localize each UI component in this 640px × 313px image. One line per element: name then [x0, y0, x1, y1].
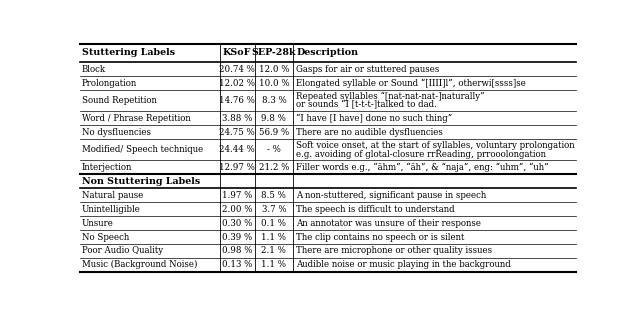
Text: The clip contains no speech or is silent: The clip contains no speech or is silent	[296, 233, 465, 242]
Text: SEP-28k: SEP-28k	[252, 49, 296, 57]
Text: 0.13 %: 0.13 %	[222, 260, 252, 269]
Text: Unintelligible: Unintelligible	[82, 205, 141, 214]
Text: Description: Description	[296, 49, 358, 57]
Text: 24.44 %: 24.44 %	[220, 145, 255, 154]
Text: Block: Block	[82, 64, 106, 74]
Text: Non Stuttering Labels: Non Stuttering Labels	[82, 177, 200, 186]
Text: No Speech: No Speech	[82, 233, 129, 242]
Text: 10.0 %: 10.0 %	[259, 79, 289, 88]
Text: 12.02 %: 12.02 %	[220, 79, 255, 88]
Text: Unsure: Unsure	[82, 218, 114, 228]
Text: Modified/ Speech technique: Modified/ Speech technique	[82, 145, 204, 154]
Text: 8.3 %: 8.3 %	[262, 96, 286, 105]
Text: 0.30 %: 0.30 %	[222, 218, 252, 228]
Text: There are microphone or other quality issues: There are microphone or other quality is…	[296, 246, 492, 255]
Text: 3.88 %: 3.88 %	[222, 114, 252, 123]
Text: There are no audible dysfluencies: There are no audible dysfluencies	[296, 128, 443, 137]
Text: Audible noise or music playing in the background: Audible noise or music playing in the ba…	[296, 260, 511, 269]
Text: 14.76 %: 14.76 %	[220, 96, 255, 105]
Text: 0.1 %: 0.1 %	[261, 218, 287, 228]
Text: Interjection: Interjection	[82, 163, 132, 172]
Text: Filler words e.g., “ähm”, “äh”, & “naja”, eng: “uhm”, “uh”: Filler words e.g., “ähm”, “äh”, & “naja”…	[296, 163, 549, 172]
Text: Natural pause: Natural pause	[82, 191, 143, 200]
Text: Music (Background Noise): Music (Background Noise)	[82, 260, 198, 269]
Text: An annotator was unsure of their response: An annotator was unsure of their respons…	[296, 218, 481, 228]
Text: 12.0 %: 12.0 %	[259, 64, 289, 74]
Text: e.g. avoiding of glotal-closure rrReading, prrooolongation: e.g. avoiding of glotal-closure rrReadin…	[296, 150, 547, 159]
Text: 1.97 %: 1.97 %	[222, 191, 252, 200]
Text: Stuttering Labels: Stuttering Labels	[82, 49, 175, 57]
Text: 20.74 %: 20.74 %	[220, 64, 255, 74]
Text: Sound Repetition: Sound Repetition	[82, 96, 157, 105]
Text: Prolongation: Prolongation	[82, 79, 137, 88]
Text: 24.75 %: 24.75 %	[220, 128, 255, 137]
Text: 2.1 %: 2.1 %	[262, 246, 286, 255]
Text: “I have [I have] done no such thing”: “I have [I have] done no such thing”	[296, 114, 452, 123]
Text: A non-stuttered, significant pause in speech: A non-stuttered, significant pause in sp…	[296, 191, 486, 200]
Text: 2.00 %: 2.00 %	[222, 205, 253, 214]
Text: 1.1 %: 1.1 %	[261, 233, 287, 242]
Text: 9.8 %: 9.8 %	[262, 114, 286, 123]
Text: The speech is difficult to understand: The speech is difficult to understand	[296, 205, 455, 214]
Text: KSoF: KSoF	[223, 49, 252, 57]
Text: Soft voice onset, at the start of syllables, voluntary prolongation: Soft voice onset, at the start of syllab…	[296, 141, 575, 150]
Text: Gasps for air or stuttered pauses: Gasps for air or stuttered pauses	[296, 64, 440, 74]
Text: 3.7 %: 3.7 %	[262, 205, 286, 214]
Text: 1.1 %: 1.1 %	[261, 260, 287, 269]
Text: 0.98 %: 0.98 %	[222, 246, 253, 255]
Text: Poor Audio Quality: Poor Audio Quality	[82, 246, 163, 255]
Text: Elongated syllable or Sound “[IIII]l”, otherwi[ssss]se: Elongated syllable or Sound “[IIII]l”, o…	[296, 78, 526, 88]
Text: - %: - %	[267, 145, 281, 154]
Text: 12.97 %: 12.97 %	[220, 163, 255, 172]
Text: or sounds “I [t-t-t-]talked to dad.: or sounds “I [t-t-t-]talked to dad.	[296, 100, 437, 110]
Text: Repeated syllables “[nat-nat-nat-]naturally”: Repeated syllables “[nat-nat-nat-]natura…	[296, 91, 485, 101]
Text: 21.2 %: 21.2 %	[259, 163, 289, 172]
Text: 0.39 %: 0.39 %	[222, 233, 252, 242]
Text: Word / Phrase Repetition: Word / Phrase Repetition	[82, 114, 191, 123]
Text: 8.5 %: 8.5 %	[262, 191, 286, 200]
Text: 56.9 %: 56.9 %	[259, 128, 289, 137]
Text: No dysfluencies: No dysfluencies	[82, 128, 151, 137]
